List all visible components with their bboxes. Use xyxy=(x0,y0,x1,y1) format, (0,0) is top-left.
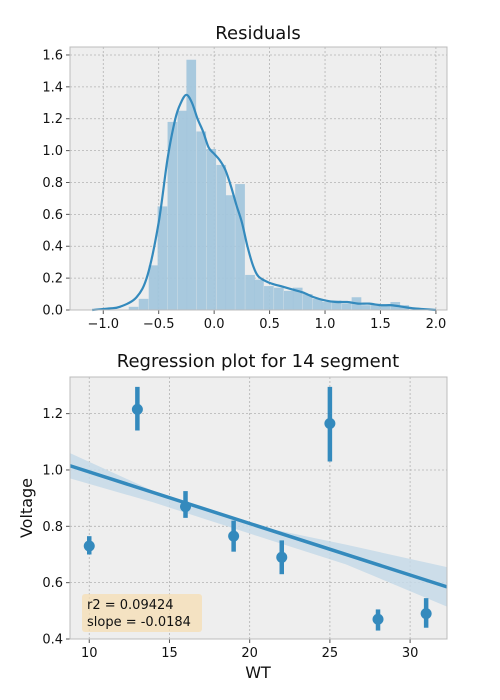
y-tick-label: 0.6 xyxy=(42,208,63,223)
histogram-bar xyxy=(206,149,217,310)
y-tick-label: 1.2 xyxy=(42,112,63,127)
x-ticks: −1.0 −0.5 0.0 0.5 1.0 1.5 2.0 xyxy=(87,310,446,332)
histogram-bar xyxy=(302,294,313,310)
point-marker xyxy=(131,403,143,415)
x-tick-label: 25 xyxy=(322,646,339,661)
x-tick-label: −0.5 xyxy=(143,317,175,332)
x-tick-label: 10 xyxy=(81,646,98,661)
histogram-bar xyxy=(312,298,323,310)
y-tick-label: 0.4 xyxy=(42,633,63,648)
y-tick-label: 1.0 xyxy=(42,463,63,478)
x-tick-label: 15 xyxy=(161,646,178,661)
y-tick-label: 0.6 xyxy=(42,576,63,591)
y-tick-label: 1.2 xyxy=(42,407,63,422)
x-tick-label: 0.5 xyxy=(259,317,280,332)
histogram-bar xyxy=(370,303,381,310)
y-ticks: 0.4 0.6 0.8 1.0 1.2 xyxy=(42,407,70,648)
y-tick-label: 0.4 xyxy=(42,240,63,255)
data-point xyxy=(324,386,336,462)
data-point xyxy=(83,536,95,555)
y-tick-label: 0.8 xyxy=(42,176,63,191)
plot-area xyxy=(70,47,447,310)
histogram-bar xyxy=(128,306,139,310)
y-tick-label: 1.0 xyxy=(42,144,63,159)
histogram-bar xyxy=(167,121,178,310)
point-marker xyxy=(276,551,288,563)
x-tick-label: 2.0 xyxy=(426,317,447,332)
point-marker xyxy=(83,540,95,552)
histogram-bar xyxy=(177,110,188,311)
y-tick-label: 0.0 xyxy=(42,304,63,319)
histogram-bar xyxy=(341,303,352,310)
histogram-bar xyxy=(235,184,245,310)
x-tick-label: 30 xyxy=(402,646,419,661)
histogram-bar xyxy=(254,279,264,310)
histogram-bar xyxy=(292,287,303,310)
histogram-bar xyxy=(157,206,168,310)
annotation-r2: r2 = 0.09424 xyxy=(87,598,174,613)
histogram-bar xyxy=(245,274,255,310)
annotation-slope: slope = -0.0184 xyxy=(87,615,191,630)
histogram-bar xyxy=(225,195,235,310)
data-point xyxy=(276,540,288,575)
histogram-bar xyxy=(321,302,332,310)
chart-title: Residuals xyxy=(215,23,300,44)
confidence-band xyxy=(70,453,447,607)
histogram-bar xyxy=(216,164,227,310)
data-point xyxy=(420,598,432,628)
y-tick-label: 1.4 xyxy=(42,80,63,95)
y-ticks: 0.0 0.2 0.4 0.6 0.8 1.0 1.2 1.4 1.6 xyxy=(42,48,70,319)
histogram-bar xyxy=(196,131,207,310)
histogram-bar xyxy=(284,290,294,310)
point-marker xyxy=(180,501,192,513)
data-points xyxy=(83,386,432,631)
y-axis-label: Voltage xyxy=(17,478,36,538)
y-tick-label: 0.2 xyxy=(42,272,63,287)
x-tick-label: 20 xyxy=(241,646,258,661)
x-tick-label: 1.5 xyxy=(370,317,391,332)
x-tick-label: −1.0 xyxy=(87,317,119,332)
data-point xyxy=(180,491,192,518)
kde-line xyxy=(92,93,436,312)
regression-line xyxy=(69,464,448,589)
data-point xyxy=(228,520,240,552)
histogram-bar xyxy=(360,305,371,310)
histogram-bar xyxy=(380,305,391,310)
histogram-bar xyxy=(274,287,284,310)
x-ticks: 10 15 20 25 30 xyxy=(81,639,418,661)
x-tick-label: 0.0 xyxy=(204,317,225,332)
chart-title: Regression plot for 14 segment xyxy=(117,351,399,372)
x-tick-label: 1.0 xyxy=(315,317,336,332)
plot-frame xyxy=(69,46,448,311)
point-marker xyxy=(228,530,240,542)
point-marker xyxy=(420,608,432,620)
data-point xyxy=(372,609,384,631)
histogram-bar xyxy=(186,59,197,311)
data-point xyxy=(131,386,143,431)
histogram-bar xyxy=(138,298,149,310)
histogram-bar xyxy=(264,286,274,310)
x-axis-label: WT xyxy=(245,663,271,682)
histogram-bar xyxy=(148,265,159,310)
y-tick-label: 0.8 xyxy=(42,520,63,535)
point-marker xyxy=(372,613,384,625)
regression-plot-chart: Regression plot for 14 segment 10 15 20 25 3… xyxy=(17,351,448,682)
point-marker xyxy=(324,417,336,429)
histogram-bar xyxy=(331,300,342,310)
y-tick-label: 1.6 xyxy=(42,48,63,63)
plot-frame xyxy=(69,376,448,640)
residuals-histogram-chart: Residuals −1.0 −0.5 0.0 0.5 1.0 1.5 2.0 0.0 0.2… xyxy=(42,23,448,332)
annotation-box xyxy=(82,594,202,632)
